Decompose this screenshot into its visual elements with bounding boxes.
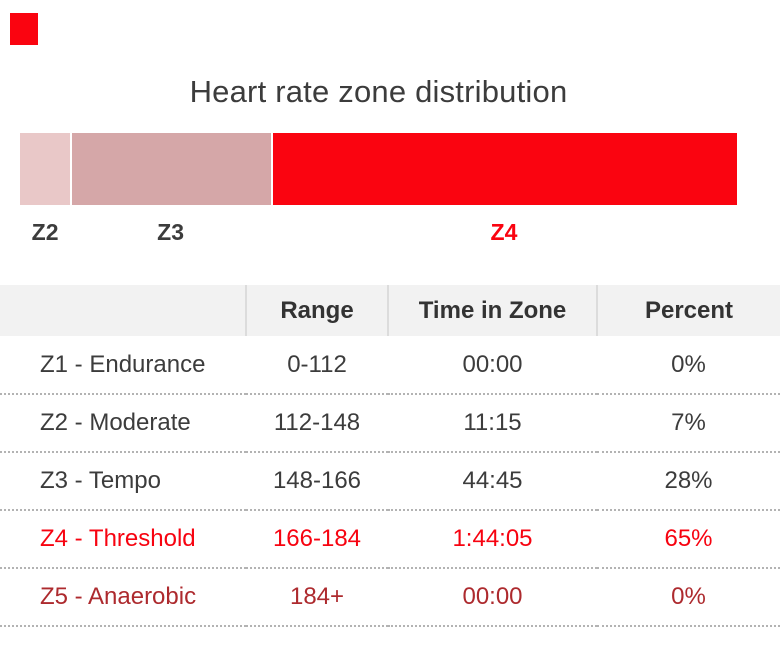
zone-time: 11:15 (388, 394, 597, 453)
page-title: Heart rate zone distribution (189, 74, 568, 109)
table-row-z3: Z3 - Tempo 148-166 44:45 28% (0, 452, 780, 511)
zone-range: 0-112 (246, 336, 388, 395)
zone-percent: 0% (597, 568, 780, 627)
header-percent: Percent (596, 285, 780, 336)
bar-label-z4: Z4 (490, 219, 518, 245)
zone-percent: 65% (597, 510, 780, 569)
zone-distribution-bar (20, 133, 737, 205)
zone-name: Z2 - Moderate (0, 394, 246, 453)
zone-name: Z4 - Threshold (0, 510, 246, 569)
header-range: Range (245, 285, 388, 336)
header-time-in-zone: Time in Zone (387, 285, 597, 336)
zone-range: 148-166 (246, 452, 388, 511)
zone-table: Range Time in Zone Percent Z1 - Enduranc… (0, 285, 780, 627)
zone-percent: 7% (597, 394, 780, 453)
zone-bar-labels: Z2 Z3 Z4 (20, 219, 737, 246)
bar-label-z2: Z2 (31, 219, 59, 245)
zone-time: 00:00 (388, 568, 597, 627)
bar-segment-z3 (70, 133, 271, 205)
brand-logo-square (10, 13, 38, 45)
zone-percent: 28% (597, 452, 780, 511)
header-zone (0, 285, 246, 336)
table-row-z5: Z5 - Anaerobic 184+ 00:00 0% (0, 568, 780, 627)
zone-time: 44:45 (388, 452, 597, 511)
table-row-z1: Z1 - Endurance 0-112 00:00 0% (0, 336, 780, 395)
table-row-z2: Z2 - Moderate 112-148 11:15 7% (0, 394, 780, 453)
zone-time: 1:44:05 (388, 510, 597, 569)
bar-segment-z4 (270, 133, 737, 205)
zone-name: Z3 - Tempo (0, 452, 246, 511)
zone-name: Z5 - Anaerobic (0, 568, 246, 627)
zone-range: 184+ (246, 568, 388, 627)
bar-label-z3: Z3 (157, 219, 184, 245)
zone-name: Z1 - Endurance (0, 336, 246, 395)
zone-range: 112-148 (246, 394, 388, 453)
zone-range: 166-184 (246, 510, 388, 569)
zone-time: 00:00 (388, 336, 597, 395)
table-header-row: Range Time in Zone Percent (0, 285, 780, 336)
table-row-z4: Z4 - Threshold 166-184 1:44:05 65% (0, 510, 780, 569)
zone-percent: 0% (597, 336, 780, 395)
bar-segment-z2 (20, 133, 71, 205)
